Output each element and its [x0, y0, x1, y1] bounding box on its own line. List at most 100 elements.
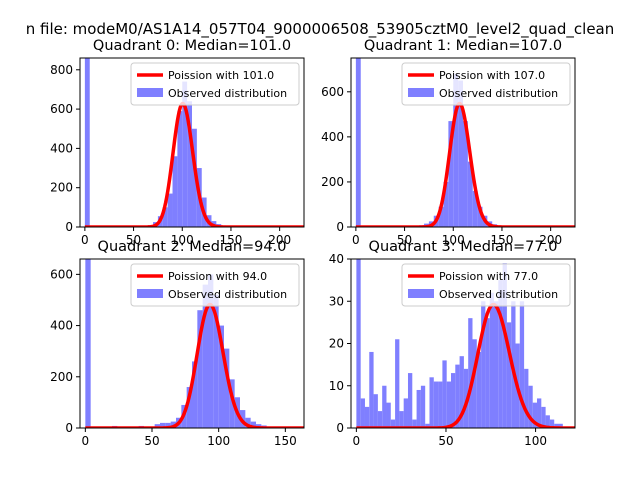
legend-entry-observed: Observed distribution: [439, 87, 558, 100]
y-tick-label: 600: [50, 267, 73, 281]
histogram-bar: [472, 339, 477, 428]
panel-quadrant-0: 0 50 100 150 200 0 200 400 600 800 Quadrant 0: Med…: [50, 38, 305, 247]
histogram-bar: [382, 385, 387, 428]
histogram-bar: [443, 181, 449, 227]
y-tick-label: 10: [329, 379, 344, 393]
histogram-bar: [450, 373, 456, 428]
histogram-bar: [360, 398, 365, 428]
y-tick-label: 600: [321, 85, 344, 99]
histogram-bar: [502, 263, 507, 428]
histogram-bar: [433, 381, 439, 428]
histogram-bar: [463, 121, 468, 227]
y-tick-label: 400: [321, 130, 344, 144]
y-tick-label: 0: [336, 421, 344, 435]
histogram-bar: [208, 274, 214, 428]
histogram-bar: [403, 398, 408, 428]
histogram-bar: [197, 310, 203, 428]
histogram-bar: [399, 411, 404, 428]
x-tick-label: 100: [171, 233, 194, 247]
histogram-bar: [554, 423, 559, 428]
histogram-bar: [364, 406, 370, 428]
x-tick-label: 50: [144, 434, 159, 448]
histogram-bar: [390, 419, 396, 428]
histogram-bar: [442, 360, 447, 428]
y-tick-label: 600: [50, 102, 73, 116]
y-tick-label: 0: [65, 421, 73, 435]
y-tick-label: 0: [336, 220, 344, 234]
histogram-bar: [85, 259, 91, 428]
histogram-bar: [467, 161, 473, 227]
y-tick-label: 20: [329, 337, 344, 351]
histogram-bar: [549, 419, 555, 428]
legend-entry-poisson: Poission with 94.0: [168, 270, 267, 283]
histogram-bar: [477, 206, 483, 227]
histogram-bar: [355, 58, 361, 227]
legend: Poission with 77.0 Observed distribution: [401, 263, 571, 307]
histogram-bar: [420, 385, 426, 428]
legend-bar-swatch: [137, 88, 163, 97]
x-tick-label: 150: [274, 434, 297, 448]
histogram-bar: [416, 389, 421, 428]
histogram-bar: [472, 190, 478, 227]
x-tick-label: 50: [438, 434, 453, 448]
x-tick-label: 0: [353, 434, 361, 448]
histogram-bar: [453, 73, 459, 227]
histogram-bar: [537, 398, 542, 428]
histogram-bar: [165, 422, 171, 428]
histogram-bar: [558, 423, 563, 428]
histogram-bar: [192, 361, 198, 428]
panel-title: Quadrant 3: Median=77.0: [369, 239, 558, 255]
histogram-bar: [202, 284, 208, 428]
y-tick-label: 0: [65, 220, 73, 234]
histogram-bar: [468, 318, 473, 428]
histogram-bar: [395, 339, 400, 428]
x-tick-label: 50: [126, 233, 141, 247]
histogram-bar: [524, 368, 529, 428]
histogram-bar: [177, 111, 183, 227]
legend-entry-poisson: Poission with 101.0: [168, 69, 274, 82]
histogram-bar: [160, 422, 166, 428]
y-tick-label: 200: [50, 370, 73, 384]
y-tick-label: 200: [321, 175, 344, 189]
histogram-bar: [448, 121, 454, 227]
histogram-bar: [386, 402, 391, 428]
legend-entry-observed: Observed distribution: [168, 288, 287, 301]
histogram-bar: [438, 206, 444, 227]
histogram-bar: [438, 381, 443, 428]
histogram-bar: [187, 101, 192, 227]
histogram-bar: [182, 81, 188, 227]
histogram-bar: [455, 364, 460, 428]
axes-frame: [350, 57, 576, 228]
histogram-bar: [485, 318, 490, 428]
histogram-bar: [425, 423, 430, 428]
x-tick-label: 200: [539, 233, 562, 247]
poisson-curve: [355, 101, 575, 227]
histogram-bar: [519, 301, 525, 428]
histogram-bar: [545, 415, 550, 428]
x-tick-label: 100: [442, 233, 465, 247]
histogram-bar: [498, 280, 503, 428]
histogram-bar: [192, 128, 197, 227]
y-tick-label: 200: [50, 181, 73, 195]
axes-frame: [79, 57, 305, 228]
histogram-bar: [528, 385, 533, 428]
histogram-bar: [213, 294, 219, 428]
panel-quadrant-2: 0 50 100 150 0 200 400 600 Quadrant 2: Median=94…: [50, 239, 305, 448]
panel-title: Quadrant 0: Median=101.0: [93, 38, 291, 54]
panel-title: Quadrant 2: Median=94.0: [98, 239, 287, 255]
histogram-bar: [356, 259, 361, 428]
poisson-curve: [84, 101, 304, 227]
x-tick-label: 200: [268, 233, 291, 247]
legend: Poission with 94.0 Observed distribution: [130, 263, 300, 307]
histogram-bar: [369, 351, 374, 428]
histogram-bar: [458, 80, 463, 227]
legend-entry-poisson: Poission with 77.0: [439, 270, 538, 283]
histogram-bar: [167, 193, 173, 227]
legend-entry-poisson: Poission with 107.0: [439, 69, 545, 82]
y-tick-label: 400: [50, 141, 73, 155]
x-tick-label: 150: [491, 233, 514, 247]
histogram-bar: [506, 322, 512, 428]
poisson-curve: [356, 302, 575, 428]
histogram-bar: [224, 348, 230, 428]
